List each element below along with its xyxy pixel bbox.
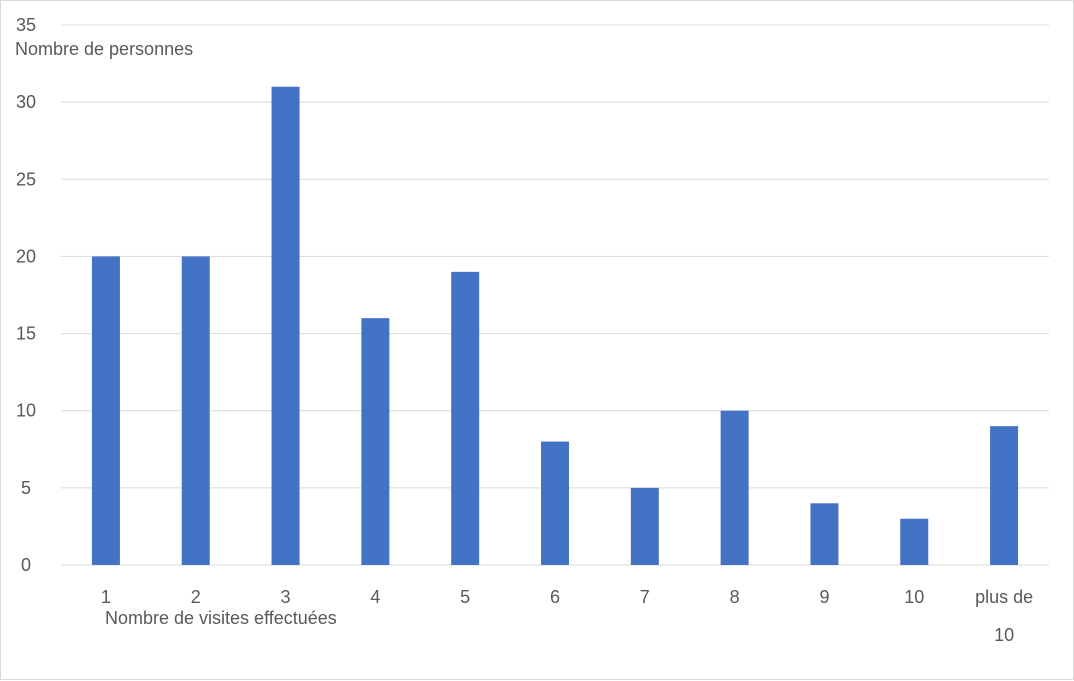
x-tick-label: 9 — [819, 587, 829, 607]
bar — [900, 518, 929, 565]
x-tick-label: 4 — [370, 587, 380, 607]
y-tick-label: 25 — [16, 169, 36, 189]
bar — [361, 318, 390, 565]
bar — [630, 487, 659, 565]
x-tick-label: 3 — [281, 587, 291, 607]
x-tick-label: 7 — [640, 587, 650, 607]
y-tick-label: 10 — [16, 401, 36, 421]
y-tick-label: 20 — [16, 246, 36, 266]
bar — [181, 256, 210, 565]
x-tick-label: 8 — [730, 587, 740, 607]
x-tick-label: 6 — [550, 587, 560, 607]
x-axis-ticks: 1 2 3 4 5 6 7 8 9 10 plus de 10 — [101, 587, 1033, 645]
bar — [720, 410, 749, 565]
y-tick-label: 15 — [16, 324, 36, 344]
bar — [451, 271, 480, 565]
bar — [990, 426, 1019, 565]
x-axis-title: Nombre de visites effectuées — [105, 608, 337, 628]
x-tick-label: 5 — [460, 587, 470, 607]
x-tick-label: 2 — [191, 587, 201, 607]
gridlines — [61, 24, 1049, 566]
x-tick-label: 10 — [904, 587, 924, 607]
y-axis-ticks: 0 5 10 15 20 25 30 35 — [16, 15, 36, 575]
y-tick-label: 35 — [16, 15, 36, 35]
bar — [541, 441, 569, 565]
y-tick-label: 5 — [21, 478, 31, 498]
x-tick-label: 1 — [101, 587, 111, 607]
bar — [91, 256, 120, 565]
y-tick-label: 0 — [21, 555, 31, 575]
bar — [271, 86, 300, 565]
y-axis-title: Nombre de personnes — [15, 39, 194, 59]
x-tick-label: plus de 10 — [975, 587, 1033, 645]
bars — [91, 86, 1019, 565]
bar — [810, 503, 839, 565]
y-tick-label: 30 — [16, 92, 36, 112]
